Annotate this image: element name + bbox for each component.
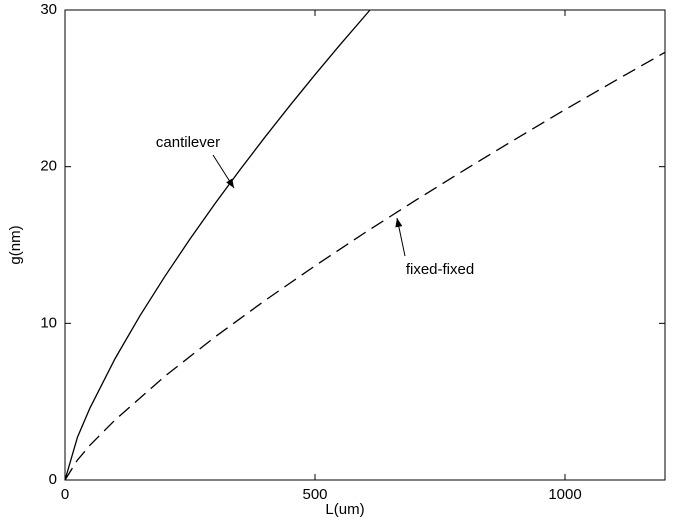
plot-frame xyxy=(64,9,666,481)
line-series xyxy=(64,9,371,481)
y-tick-label: 20 xyxy=(40,158,57,175)
y-tick-label: 10 xyxy=(40,314,57,331)
x-tick-label: 1000 xyxy=(548,486,581,503)
y-axis-label: g(nm) xyxy=(7,225,24,264)
y-tick-label: 30 xyxy=(40,1,57,18)
x-tick-label: 0 xyxy=(61,486,69,503)
annotation-arrow xyxy=(395,217,406,257)
x-axis-label: L(um) xyxy=(325,501,364,518)
y-tick-label: 0 xyxy=(49,471,57,488)
series-annotation: fixed-fixed xyxy=(406,261,474,278)
x-tick-label: 500 xyxy=(302,486,327,503)
annotation-arrow xyxy=(212,154,235,189)
line-series xyxy=(64,51,666,481)
series-annotation: cantilever xyxy=(156,134,220,151)
